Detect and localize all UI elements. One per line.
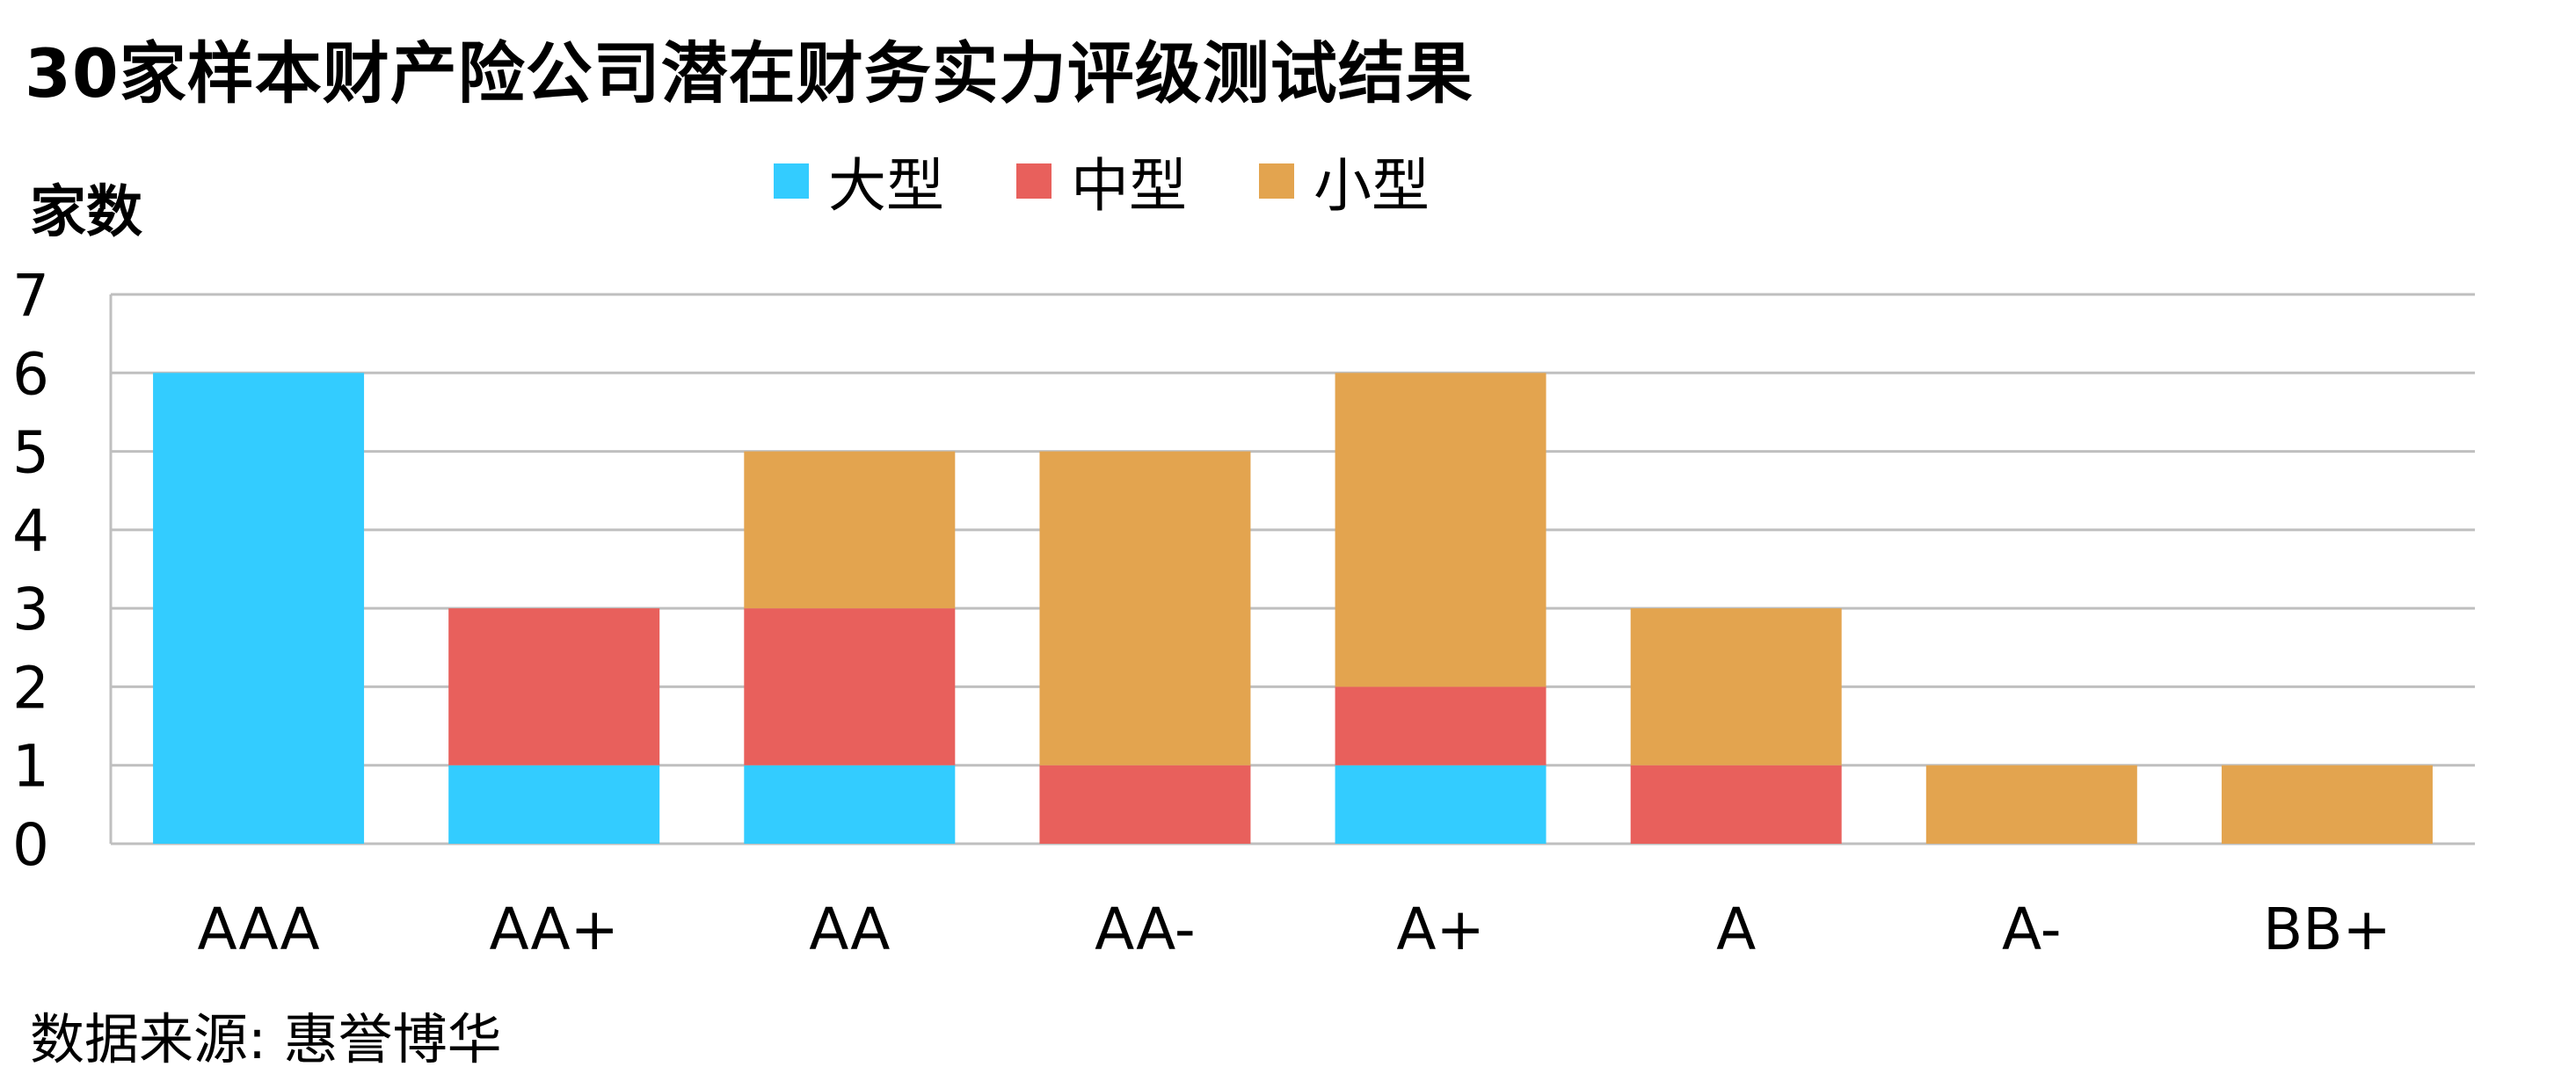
bar-small-A bbox=[1630, 608, 1842, 766]
bar-medium-AA- bbox=[1039, 765, 1251, 844]
y-tick-label: 4 bbox=[12, 497, 49, 565]
legend-swatch-small bbox=[1259, 163, 1294, 199]
x-tick-label: AAA bbox=[198, 896, 320, 963]
bar-small-AA bbox=[744, 451, 956, 609]
x-tick-label: AA bbox=[809, 896, 890, 963]
y-tick-label: 2 bbox=[12, 654, 49, 722]
y-tick-label: 7 bbox=[12, 262, 49, 330]
bar-medium-AA bbox=[744, 608, 956, 766]
source-note: 数据来源: 惠誉博华 bbox=[30, 1007, 502, 1071]
bar-medium-AA+ bbox=[448, 608, 660, 766]
y-tick-label: 3 bbox=[12, 576, 49, 643]
chart-title: 30家样本财产险公司潜在财务实力评级测试结果 bbox=[25, 34, 1474, 112]
bar-medium-A+ bbox=[1335, 686, 1546, 766]
y-tick-label: 6 bbox=[12, 340, 49, 408]
legend-label-large: 大型 bbox=[828, 152, 944, 220]
legend-swatch-medium bbox=[1016, 163, 1052, 199]
legend-label-medium: 中型 bbox=[1071, 152, 1187, 220]
legend-label-small: 小型 bbox=[1313, 152, 1430, 220]
y-tick-label: 0 bbox=[12, 811, 49, 879]
bar-small-A- bbox=[1925, 765, 2137, 844]
bar-small-AA- bbox=[1039, 451, 1251, 766]
x-tick-label: A bbox=[1716, 896, 1756, 963]
y-tick-label: 5 bbox=[12, 419, 49, 487]
y-axis-label: 家数 bbox=[30, 180, 142, 245]
y-tick-label: 1 bbox=[12, 733, 49, 801]
legend-swatch-large bbox=[774, 163, 809, 199]
bar-small-BB+ bbox=[2221, 765, 2433, 844]
legend: 大型 中型 小型 bbox=[774, 146, 1502, 220]
bar-large-AAA bbox=[153, 373, 365, 844]
x-tick-label: AA+ bbox=[489, 896, 618, 963]
legend-item-small: 小型 bbox=[1259, 139, 1430, 223]
legend-item-medium: 中型 bbox=[1016, 139, 1187, 223]
x-tick-label: A+ bbox=[1396, 896, 1484, 963]
bar-small-A+ bbox=[1335, 373, 1546, 687]
bar-large-AA+ bbox=[448, 765, 660, 844]
x-tick-label: A- bbox=[2002, 896, 2062, 963]
bar-large-AA bbox=[744, 765, 956, 844]
legend-item-large: 大型 bbox=[774, 139, 944, 223]
x-tick-label: AA- bbox=[1095, 896, 1196, 963]
bar-large-A+ bbox=[1335, 765, 1546, 844]
bar-medium-A bbox=[1630, 765, 1842, 844]
x-tick-label: BB+ bbox=[2263, 896, 2391, 963]
